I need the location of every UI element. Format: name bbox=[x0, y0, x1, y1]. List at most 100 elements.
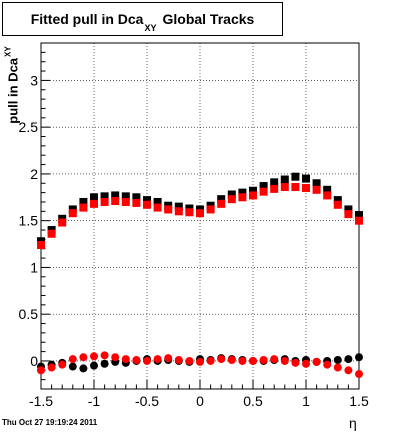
data-point-square bbox=[238, 188, 247, 197]
data-point-circle bbox=[79, 353, 88, 362]
data-point-circle bbox=[355, 353, 363, 362]
x-tick-label: 1 bbox=[302, 393, 310, 409]
timestamp-footer: Thu Oct 27 19:19:24 2011 bbox=[2, 418, 98, 427]
data-point-square bbox=[344, 205, 353, 214]
x-axis-label: η bbox=[349, 415, 357, 431]
chart-title-box: Fitted pull in Dca XY Global Tracks bbox=[2, 2, 283, 36]
data-point-circle bbox=[217, 355, 226, 364]
data-point-square bbox=[47, 229, 56, 238]
data-point-square bbox=[355, 211, 363, 220]
data-point-circle bbox=[79, 364, 88, 373]
data-point-square bbox=[90, 193, 98, 202]
y-tick-label: 2.5 bbox=[19, 119, 39, 135]
data-point-square bbox=[121, 192, 130, 201]
data-point-square bbox=[100, 192, 109, 201]
y-tick-label: 1.5 bbox=[19, 213, 39, 229]
data-point-circle bbox=[68, 362, 77, 371]
data-point-square bbox=[312, 185, 321, 194]
x-tick-label: -0.5 bbox=[135, 393, 159, 409]
data-point-square bbox=[355, 216, 363, 225]
x-tick-label: 1.5 bbox=[349, 393, 369, 409]
data-point-square bbox=[121, 197, 130, 206]
data-point-square bbox=[323, 185, 332, 194]
data-point-circle bbox=[174, 356, 183, 365]
data-point-square bbox=[143, 200, 151, 209]
chart-title-main: Fitted pull in Dca bbox=[30, 11, 144, 27]
data-point-square bbox=[333, 200, 342, 209]
chart-title: Fitted pull in Dca XY Global Tracks bbox=[3, 3, 282, 35]
data-point-circle bbox=[121, 355, 130, 364]
data-point-circle bbox=[259, 356, 268, 365]
data-point-square bbox=[153, 197, 162, 206]
data-point-square bbox=[90, 199, 98, 208]
data-point-circle bbox=[196, 357, 204, 366]
chart-title-subscript: XY bbox=[144, 23, 157, 33]
x-tick-label: -1 bbox=[88, 393, 101, 409]
data-point-square bbox=[58, 218, 67, 227]
data-point-circle bbox=[58, 360, 67, 369]
data-point-circle bbox=[291, 358, 300, 367]
data-point-square bbox=[153, 203, 162, 212]
data-point-circle bbox=[132, 356, 141, 365]
data-point-circle bbox=[270, 355, 279, 364]
data-point-square bbox=[132, 193, 141, 202]
data-point-square bbox=[37, 240, 45, 249]
data-point-square bbox=[280, 183, 289, 192]
data-point-square bbox=[68, 209, 77, 218]
x-tick-label: 0 bbox=[196, 393, 204, 409]
data-point-square bbox=[323, 191, 332, 200]
data-point-circle bbox=[153, 355, 162, 364]
data-point-square bbox=[291, 172, 300, 181]
data-point-circle bbox=[185, 356, 194, 365]
data-point-square bbox=[217, 199, 226, 208]
data-point-circle bbox=[68, 355, 77, 364]
data-point-square bbox=[312, 179, 321, 188]
y-tick-label: 3 bbox=[30, 72, 38, 88]
data-point-circle bbox=[280, 356, 289, 365]
data-point-circle bbox=[206, 356, 215, 365]
data-point-circle bbox=[164, 354, 173, 363]
chart-title-suffix: Global Tracks bbox=[162, 11, 255, 27]
data-point-square bbox=[174, 202, 183, 211]
data-point-square bbox=[206, 205, 215, 214]
x-tick-label: -1.5 bbox=[29, 393, 53, 409]
data-point-square bbox=[238, 193, 247, 202]
data-point-circle bbox=[90, 352, 98, 361]
data-point-square bbox=[259, 182, 268, 191]
data-point-square bbox=[185, 208, 194, 217]
data-point-circle bbox=[344, 355, 353, 364]
data-point-square bbox=[344, 210, 353, 219]
data-point-square bbox=[111, 191, 120, 200]
data-point-circle bbox=[238, 356, 247, 365]
y-tick-label: 1 bbox=[30, 259, 38, 275]
data-point-circle bbox=[37, 366, 45, 375]
data-point-circle bbox=[249, 356, 257, 365]
data-point-circle bbox=[333, 363, 342, 372]
data-point-square bbox=[291, 183, 300, 192]
data-point-circle bbox=[100, 359, 109, 368]
data-point-circle bbox=[302, 359, 310, 368]
data-point-circle bbox=[100, 351, 109, 360]
data-point-square bbox=[100, 197, 109, 206]
data-point-circle bbox=[333, 356, 342, 365]
data-point-square bbox=[196, 209, 204, 218]
data-point-square bbox=[143, 196, 151, 205]
data-point-square bbox=[227, 195, 236, 204]
data-point-circle bbox=[143, 356, 151, 365]
data-point-circle bbox=[323, 360, 332, 369]
data-point-square bbox=[132, 198, 141, 207]
y-tick-label: 0.5 bbox=[19, 306, 39, 322]
data-point-square bbox=[217, 195, 226, 204]
data-point-square bbox=[270, 178, 279, 187]
x-tick-label: 0.5 bbox=[243, 393, 263, 409]
y-tick-label: 0 bbox=[30, 353, 38, 369]
data-point-circle bbox=[90, 361, 98, 370]
y-tick-label: 2 bbox=[30, 166, 38, 182]
data-point-square bbox=[174, 207, 183, 216]
data-point-square bbox=[249, 186, 257, 195]
data-point-square bbox=[164, 205, 173, 214]
data-point-square bbox=[111, 197, 120, 206]
data-point-circle bbox=[355, 370, 363, 379]
data-point-square bbox=[79, 197, 88, 206]
